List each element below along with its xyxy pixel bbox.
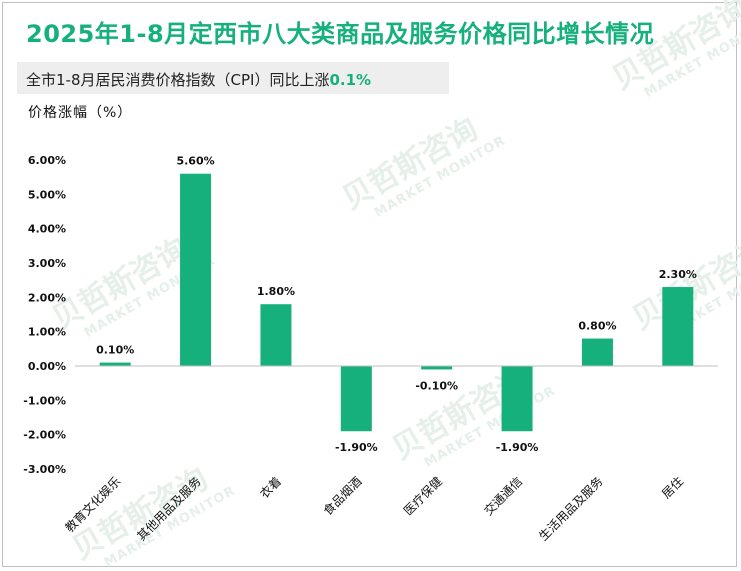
y-tick-label: 2.00% — [28, 291, 66, 304]
bar-4 — [421, 366, 453, 370]
data-label-7: 2.30% — [659, 268, 697, 281]
data-label-2: 1.80% — [257, 285, 295, 298]
y-tick-label: 1.00% — [28, 326, 66, 339]
y-tick-label: 5.00% — [28, 188, 66, 201]
y-axis-ticks: 6.00% 5.00% 4.00% 3.00% 2.00% 1.00% 0.00% -1.00… — [23, 154, 66, 476]
y-axis-label: 价格涨幅（%） — [28, 105, 133, 121]
category-label-3: 食品烟酒 — [320, 474, 365, 519]
category-label-6: 生活用品及服务 — [536, 474, 606, 544]
y-tick-label: 4.00% — [28, 223, 66, 236]
data-label-3: -1.90% — [335, 441, 378, 454]
data-label-6: 0.80% — [578, 320, 616, 333]
y-tick-label: -2.00% — [23, 429, 66, 442]
category-label-5: 交通通信 — [481, 474, 526, 519]
category-label-4: 医疗保健 — [401, 474, 445, 518]
bars — [99, 173, 694, 432]
data-labels: 0.10% 5.60% 1.80% -1.90% -0.10% -1.90% 0.80% 2.… — [96, 155, 697, 455]
bar-0 — [99, 362, 131, 366]
data-label-5: -1.90% — [496, 441, 539, 454]
bar-3 — [340, 366, 372, 432]
bar-7 — [662, 287, 694, 366]
category-label-7: 居住 — [659, 474, 686, 501]
y-tick-label: 6.00% — [28, 154, 66, 167]
y-tick-label: -1.00% — [23, 394, 66, 407]
subtitle-text: 全市1-8月居民消费价格指数（CPI）同比上涨 — [26, 71, 330, 89]
chart-title: 2025年1-8月定西市八大类商品及服务价格同比增长情况 — [26, 20, 655, 48]
data-label-1: 5.60% — [176, 155, 214, 168]
category-label-2: 衣着 — [256, 474, 284, 502]
y-tick-label: 0.00% — [28, 360, 66, 373]
data-label-4: -0.10% — [415, 379, 458, 392]
bar-1 — [180, 173, 212, 366]
subtitle-box — [17, 62, 449, 94]
data-label-0: 0.10% — [96, 344, 134, 357]
y-tick-label: -3.00% — [23, 463, 66, 476]
subtitle-highlight: 0.1% — [329, 71, 372, 89]
bar-2 — [260, 304, 292, 366]
subtitle: 全市1-8月居民消费价格指数（CPI）同比上涨0.1% — [26, 69, 371, 90]
y-tick-label: 3.00% — [28, 257, 66, 270]
bar-5 — [501, 366, 533, 432]
bar-6 — [581, 338, 613, 366]
